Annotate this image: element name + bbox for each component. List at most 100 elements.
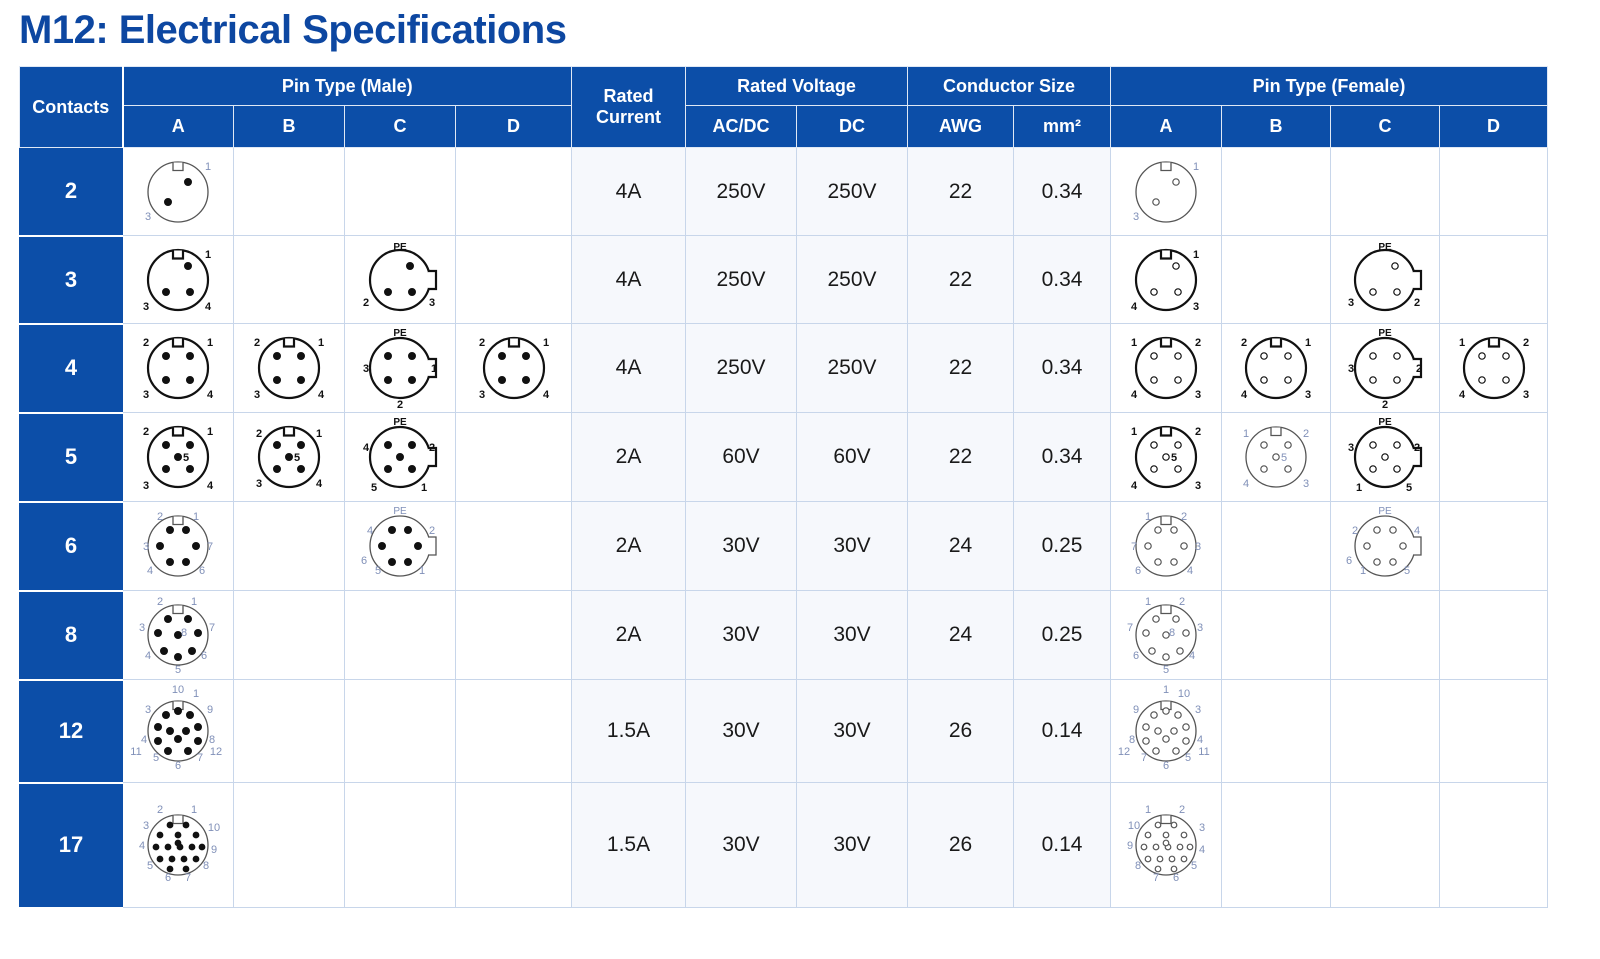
female-pin-a-cell: 1 4 3 — [1110, 235, 1223, 324]
pin-number-label: 4 — [1197, 734, 1203, 746]
pin-number-label: 2 — [143, 337, 149, 349]
contact-pin — [273, 352, 282, 361]
pin-number-label: 3 — [143, 301, 149, 313]
connector-male-b-4-pin-icon: 2 1 3 4 — [254, 336, 325, 401]
contact-pin — [297, 376, 306, 385]
dc-voltage-cell: 30V — [796, 782, 908, 908]
pin-number-label: 6 — [1133, 650, 1139, 662]
keying-notch — [1160, 605, 1172, 615]
male-pin-d-cell — [455, 235, 572, 324]
contact-pin — [408, 441, 417, 450]
pin-number-label: 4 — [1243, 478, 1249, 490]
keying-notch — [428, 269, 438, 290]
connector-male-d-4-pin-icon: 2 1 3 4 — [478, 336, 549, 401]
contact-pin — [162, 352, 171, 361]
contact-pin — [1182, 629, 1190, 637]
contact-pin — [186, 376, 195, 385]
connector-face — [1135, 515, 1197, 577]
contact-pin — [273, 441, 282, 450]
female-pin-b-cell — [1221, 147, 1332, 236]
keying-notch — [282, 427, 296, 437]
male-pin-a-cell: 2 1 3 7 8 4 6 5 — [122, 590, 234, 680]
contact-pin — [181, 558, 191, 567]
pin-number-label: 3 — [143, 820, 149, 832]
male-pin-c-cell: PE 3 1 2 — [344, 323, 456, 413]
contact-pin — [1144, 831, 1152, 839]
contact-pin — [1381, 453, 1389, 461]
dc-voltage-cell: 30V — [796, 501, 908, 591]
contacts-cell: 17 — [19, 782, 123, 909]
contact-pin — [1284, 376, 1292, 384]
contact-pin — [1174, 352, 1182, 360]
table-row: 8 2 1 3 7 8 4 6 5 2A 30V 30V 24 0.25 1 2 7 3 8 6 4 5 — [19, 590, 1549, 681]
female-pin-d-cell — [1439, 235, 1549, 324]
contact-pin — [1477, 352, 1486, 360]
pin-number-label: 2 — [1179, 804, 1185, 816]
contact-pin — [194, 722, 203, 732]
contact-pin — [384, 376, 393, 385]
keying-notch — [1413, 446, 1423, 468]
contacts-cell: 3 — [19, 235, 123, 325]
male-pin-b-cell — [233, 501, 345, 591]
pin-number-label: PE — [393, 328, 407, 339]
contact-pin — [1369, 287, 1377, 296]
male-coding-a-header: A — [122, 105, 234, 148]
rated-current-cell: 4A — [571, 147, 686, 236]
male-pin-c-cell — [344, 590, 456, 680]
pin-number-label: 3 — [143, 480, 149, 492]
male-pin-d-cell — [455, 782, 572, 908]
pin-number-label: 5 — [147, 860, 153, 872]
spec-table-body: 2 1 3 4A 250V 250V 22 0.34 1 3 3 1 3 4 PE 2 3 4A 250V 250V 2… — [19, 147, 1549, 909]
pin-number-label: 1 — [1145, 596, 1151, 608]
contact-pin — [1389, 558, 1397, 566]
contact-pin — [1154, 865, 1162, 873]
female-pin-a-cell: 1 2 10 3 9 4 8 5 7 6 — [1110, 782, 1223, 908]
female-coding-a-header: A — [1110, 105, 1223, 148]
pin-number-label: PE — [1378, 417, 1392, 428]
contact-pin — [1393, 352, 1401, 360]
awg-header: AWG — [907, 105, 1014, 148]
contact-pin — [192, 855, 200, 863]
connector-male-a-2-pin-icon: 13 — [145, 161, 211, 223]
contact-pin — [1172, 177, 1180, 186]
female-pin-d-cell — [1439, 590, 1549, 680]
female-pin-b-cell: 2 1 4 3 — [1221, 323, 1332, 413]
contact-pin — [166, 526, 175, 535]
pin-number-label: 3 — [429, 297, 435, 309]
pin-number-label: 3 — [254, 389, 260, 401]
contact-pin — [1170, 526, 1178, 534]
contact-pin — [1154, 821, 1162, 829]
connector-female-d-4-pin-icon: 1 2 4 3 — [1458, 336, 1529, 401]
male-pin-a-cell: 1 3 4 — [122, 235, 234, 324]
pin-number-label: 5 — [1406, 482, 1412, 494]
contact-pin — [1144, 855, 1152, 863]
pin-number-label: 12 — [1118, 746, 1130, 758]
pin-number-label: 2 — [1382, 399, 1388, 411]
pin-number-label: 7 — [1127, 622, 1133, 634]
pin-number-label: 7 — [1153, 872, 1159, 884]
table-row: 12 10 1 3 9 4 8 11 12 5 6 7 1.5A 30V 30V 26 0.14 1 10 9 3 8 4 1… — [19, 679, 1549, 784]
connector-female-c-3-pin-icon: PE 3 2 — [1348, 242, 1423, 311]
connector-female-c-5-pin-icon: PE 3 2 1 5 — [1348, 417, 1423, 494]
pin-number-label: 3 — [1348, 363, 1354, 375]
pin-number-label: 2 — [1352, 525, 1358, 537]
female-pin-d-cell — [1439, 147, 1549, 236]
awg-cell: 24 — [907, 501, 1014, 591]
keying-notch — [1159, 338, 1173, 348]
pin-number-label: 4 — [318, 389, 325, 401]
pin-number-label: 3 — [143, 541, 149, 553]
contact-pin — [162, 465, 171, 474]
mm2-cell: 0.34 — [1012, 147, 1112, 236]
pin-number-label: 11 — [130, 746, 141, 758]
contact-pin — [173, 630, 183, 640]
contact-pin — [1162, 653, 1170, 661]
mm2-cell: 0.25 — [1012, 501, 1112, 591]
contact-pin — [521, 376, 530, 385]
female-pin-c-cell: PE 3 2 2 — [1330, 323, 1441, 413]
pin-number-label: 3 — [363, 363, 369, 375]
contact-pin — [1142, 629, 1150, 637]
contact-pin — [1170, 821, 1178, 829]
pin-number-label: 1 — [316, 428, 322, 440]
male-pin-b-cell — [233, 235, 345, 324]
female-pin-a-cell: 1 10 9 3 8 4 12 11 7 6 5 — [1110, 679, 1223, 783]
